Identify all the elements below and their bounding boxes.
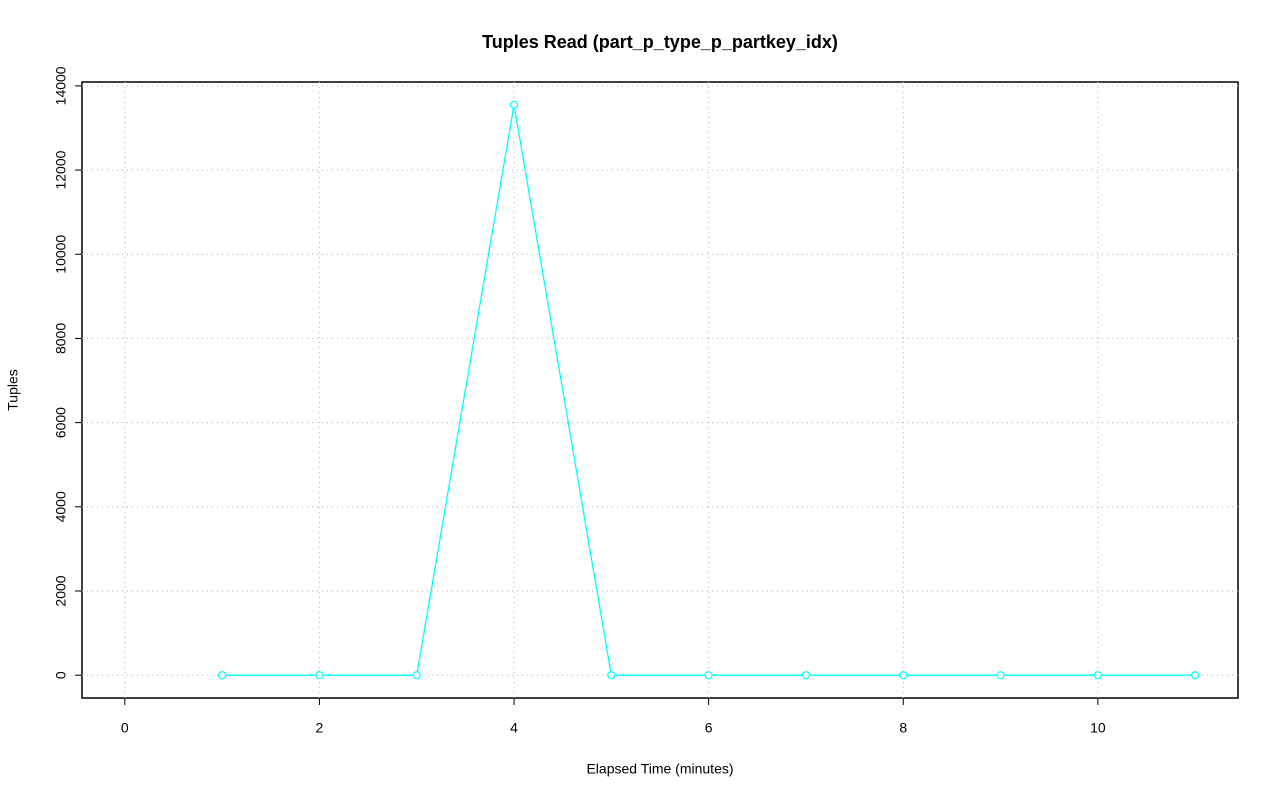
data-point	[607, 671, 616, 680]
data-point	[1093, 671, 1102, 680]
data-point	[704, 671, 713, 680]
y-tick-label: 8000	[53, 323, 69, 354]
y-tick-label: 6000	[53, 407, 69, 438]
data-point	[412, 671, 421, 680]
data-point	[996, 671, 1005, 680]
x-axis-label: Elapsed Time (minutes)	[586, 761, 733, 777]
x-tick-label: 10	[1090, 720, 1106, 736]
x-tick-label: 0	[121, 720, 129, 736]
data-point	[801, 671, 811, 680]
y-tick-label: 10000	[53, 235, 69, 274]
y-tick-label: 14000	[53, 66, 69, 105]
y-tick-label: 2000	[53, 575, 69, 606]
x-tick-label: 2	[316, 720, 324, 736]
data-point	[218, 671, 227, 680]
data-point	[315, 671, 324, 680]
x-tick-label: 8	[899, 720, 907, 736]
chart-title: Tuples Read (part_p_type_p_partkey_idx)	[482, 32, 838, 52]
data-point	[899, 671, 908, 680]
y-tick-label: 12000	[53, 150, 69, 189]
y-tick-label: 0	[53, 671, 69, 679]
x-tick-label: 4	[510, 720, 518, 736]
data-point	[509, 100, 519, 109]
x-tick-label: 6	[705, 720, 713, 736]
y-tick-label: 4000	[53, 491, 69, 522]
data-point	[1191, 671, 1200, 680]
y-axis-label: Tuples	[5, 369, 21, 411]
plot-frame	[81, 81, 1239, 699]
